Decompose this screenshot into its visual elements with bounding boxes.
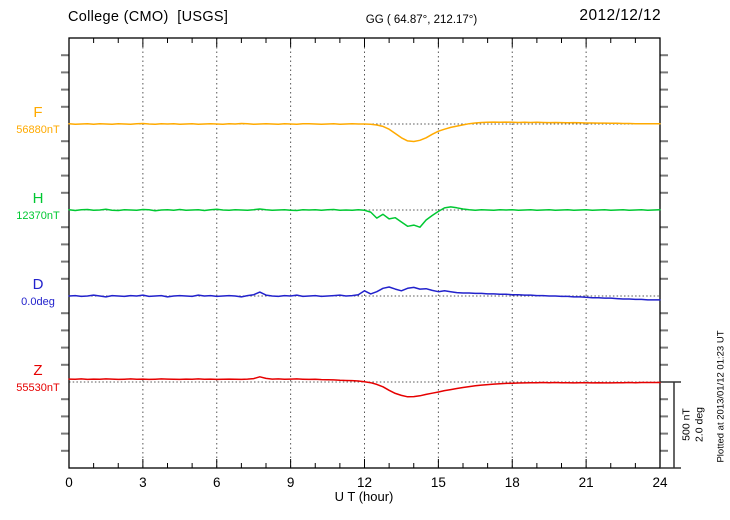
hour-label-15: 15 [431, 475, 446, 490]
trace-D [68, 286, 661, 301]
hour-label-18: 18 [505, 475, 520, 490]
station-title: College (CMO) [USGS] [68, 9, 229, 25]
hour-label-9: 9 [287, 475, 295, 490]
channel-H-letter: H [32, 190, 44, 207]
channel-H-base-value: 12370nT [16, 210, 60, 222]
amplitude-ticks [61, 54, 668, 452]
scale-bar-label-nt: 500 nT [680, 408, 693, 441]
hour-ticks [93, 38, 636, 468]
channel-D: D 0.0deg [6, 276, 70, 309]
vertical-gridlines [142, 38, 587, 468]
hour-label-21: 21 [579, 475, 594, 490]
trace-F [68, 121, 661, 143]
hour-label-6: 6 [213, 475, 221, 490]
plot-date: 2012/12/12 [579, 7, 661, 24]
hour-label-0: 0 [65, 475, 73, 490]
plot-frame [68, 37, 661, 469]
channel-Z-letter: Z [33, 362, 43, 379]
channel-F: F 56880nT [6, 104, 70, 137]
channel-D-letter: D [32, 276, 44, 293]
hour-label-12: 12 [357, 475, 372, 490]
geographic-coords: GG ( 64.87°, 212.17°) [365, 14, 478, 26]
hour-tick-labels: 0 3 6 9 12 15 18 21 24 [65, 475, 668, 490]
channel-Z: Z 55530nT [6, 362, 70, 395]
hour-label-24: 24 [652, 475, 668, 490]
channel-D-base-value: 0.0deg [21, 296, 55, 308]
channel-H: H 12370nT [6, 190, 70, 223]
trace-Z [68, 376, 661, 398]
plotted-at-timestamp: Plotted at 2013/01/12 01:23 UT [715, 330, 727, 463]
channel-baselines [69, 123, 660, 383]
channel-F-base-value: 56880nT [16, 124, 60, 136]
x-axis-label: U T (hour) [334, 489, 394, 504]
hour-label-3: 3 [139, 475, 147, 490]
channel-Z-base-value: 55530nT [16, 382, 60, 394]
channel-F-letter: F [33, 104, 43, 121]
trace-H [68, 206, 661, 228]
scale-bar-label-deg: 2.0 deg [693, 406, 706, 443]
scale-bar [660, 381, 681, 469]
